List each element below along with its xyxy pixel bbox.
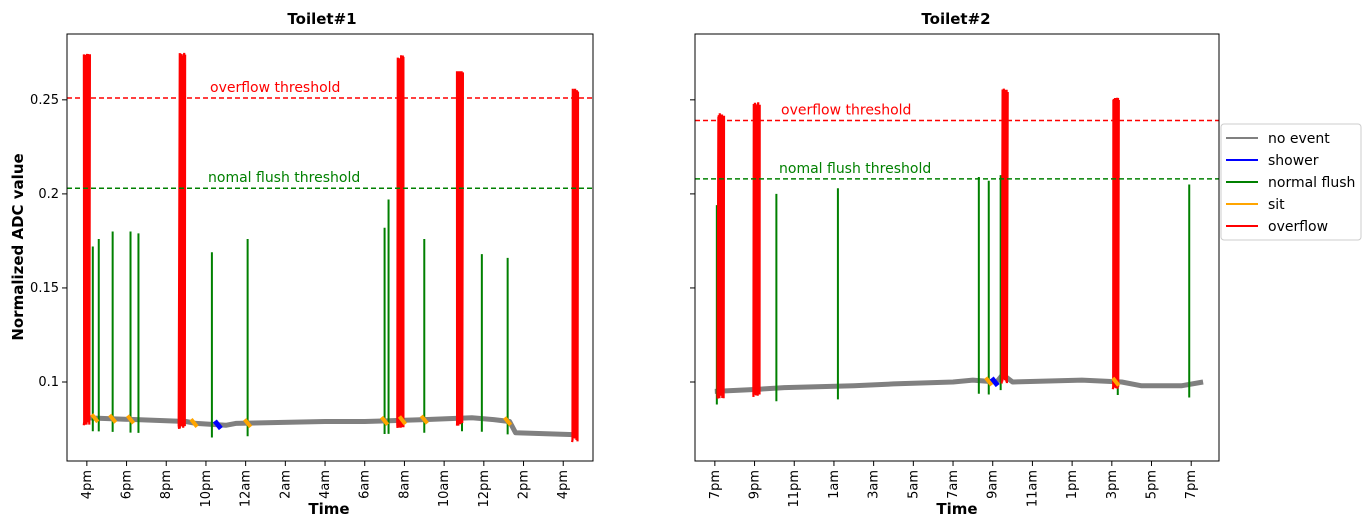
y-tick-label: 0.2 [38,187,59,202]
overflow-burst [716,113,726,399]
x-tick-label: 5am [906,470,921,499]
legend: no event shower normal flush sit overflow [1220,123,1362,241]
x-tick-label: 12pm [477,470,492,507]
no-event-line [714,372,1204,394]
sit-mark [397,415,408,426]
shower-mark [212,419,223,431]
y-tick-label: 0.1 [38,375,59,390]
x-tick-label: 7pm [1184,470,1199,499]
y-axis-label: Normalized ADC value [9,153,27,340]
x-tick-label: 5pm [1145,470,1160,499]
x-tick-label: 11am [1025,470,1040,507]
x-tick-label: 6am [358,470,373,499]
sit-mark [1111,376,1121,387]
overflow-burst [752,102,761,397]
legend-label: sit [1268,197,1285,213]
x-tick-label: 7pm [708,470,723,499]
overflow-threshold-label: overflow threshold [781,103,911,119]
overflow-burst [455,71,464,426]
plot-frame [66,33,594,462]
x-tick-label: 7am [946,470,961,499]
x-axis-label: Time [936,500,977,518]
x-tick-label: 2am [278,470,293,499]
x-tick-label: 9pm [748,470,763,499]
shower-mark [989,376,1000,388]
legend-label: shower [1268,153,1319,169]
overflow-burst [1000,88,1009,384]
x-tick-label: 11pm [787,470,802,507]
overflow-burst [396,55,405,428]
sit-mark [90,413,100,424]
x-tick-label: 3pm [1105,470,1120,499]
x-tick-label: 8pm [159,470,174,499]
sit-mark [125,414,136,425]
x-tick-label: 1am [827,470,842,499]
sit-mark [419,414,429,425]
overflow-burst [177,52,187,430]
legend-frame [1220,123,1362,241]
overflow-burst [571,88,580,443]
x-tick-label: 1pm [1065,470,1080,499]
sit-mark [108,413,118,424]
x-tick-label: 10am [437,470,452,507]
chart-title: Toilet#1 [287,10,356,28]
x-tick-label: 10pm [199,470,214,507]
no-event-line [84,415,578,438]
legend-label: no event [1268,131,1330,147]
sit-mark [503,416,513,427]
x-tick-label: 3am [867,470,882,499]
overflow-burst [1111,97,1120,390]
x-tick-label: 8am [397,470,412,499]
x-tick-label: 6pm [120,470,135,499]
y-tick-label: 0.15 [30,281,59,296]
x-tick-label: 12am [239,470,254,507]
sit-mark [189,417,199,429]
x-tick-label: 9am [986,470,1001,499]
plot-frame [694,33,1220,462]
x-tick-label: 4pm [556,470,571,499]
toilet2-chart: Toilet#2 overflow threshold nomal flush t… [690,10,1220,518]
toilet1-chart: Toilet#1 overflow threshold nomal flush t… [9,10,594,518]
normal-flush-threshold-label: nomal flush threshold [208,170,360,186]
sit-mark [380,415,390,426]
overflow-threshold-label: overflow threshold [210,80,340,96]
x-tick-label: 4am [318,470,333,499]
normal-flush-threshold-label: nomal flush threshold [779,161,931,177]
sit-mark [984,376,994,387]
y-tick-label: 0.25 [30,93,59,108]
x-axis-label: Time [308,500,349,518]
sit-mark [243,418,253,429]
x-tick-label: 2pm [517,470,532,499]
x-tick-label: 4pm [80,470,95,499]
legend-label: normal flush [1268,175,1355,191]
overflow-burst [82,53,91,426]
legend-label: overflow [1268,219,1328,235]
chart-title: Toilet#2 [921,10,990,28]
